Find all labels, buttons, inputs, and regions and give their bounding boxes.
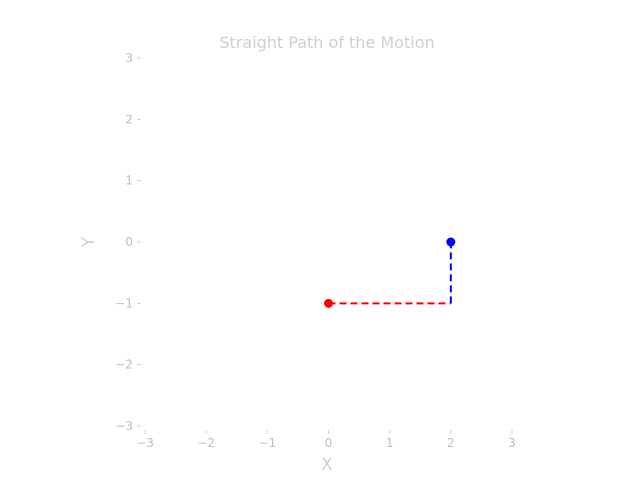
x-axis-label: X bbox=[321, 455, 333, 475]
chart-title: Straight Path of the Motion bbox=[219, 33, 434, 52]
series-1-end-point bbox=[446, 237, 456, 247]
y-axis-ticks: −3 −2 −1 0 1 2 3 bbox=[115, 51, 141, 433]
x-tick-label: −2 bbox=[197, 436, 215, 450]
y-tick-label: −1 bbox=[115, 296, 133, 310]
x-tick-label: 3 bbox=[508, 436, 516, 450]
x-axis-ticks: −3 −2 −1 0 1 2 3 bbox=[136, 430, 516, 450]
y-tick-label: 3 bbox=[125, 51, 133, 65]
x-tick-label: 0 bbox=[325, 436, 333, 450]
y-tick-label: −3 bbox=[115, 419, 133, 433]
series-layer bbox=[324, 237, 456, 308]
y-tick-label: 2 bbox=[125, 112, 133, 126]
y-tick-label: −2 bbox=[115, 358, 133, 372]
y-tick-label: 0 bbox=[125, 235, 133, 249]
x-tick-label: −3 bbox=[136, 436, 154, 450]
y-tick-label: 1 bbox=[125, 174, 133, 188]
x-tick-label: 2 bbox=[447, 436, 455, 450]
series-0-start-point bbox=[324, 298, 333, 308]
x-tick-label: −1 bbox=[258, 436, 276, 450]
x-tick-label: 1 bbox=[386, 436, 394, 450]
y-axis-label: Y bbox=[79, 236, 99, 248]
